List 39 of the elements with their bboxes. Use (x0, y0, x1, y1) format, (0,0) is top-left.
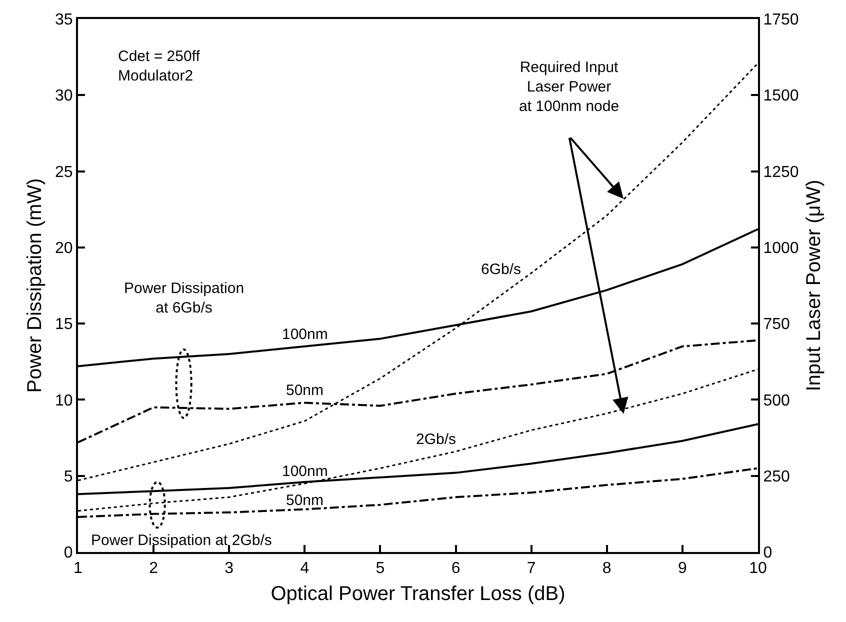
y-tick-label: 10 (55, 392, 73, 410)
annotation: Power Dissipation at 6Gb/s (124, 280, 244, 316)
series-label: 6Gb/s (481, 261, 522, 278)
y-tick-label: 15 (55, 316, 73, 334)
y-axis-title: Power Dissipation (mW) (24, 178, 46, 393)
y-tick-label: 35 (55, 12, 73, 29)
y2-tick-label: 0 (763, 544, 772, 562)
x-tick-label: 1 (74, 560, 83, 578)
series-label: 100nm (282, 463, 328, 480)
x-tick-label: 2 (149, 560, 158, 578)
x-axis-title: Optical Power Transfer Loss (dB) (270, 583, 566, 606)
y-tick-label: 25 (55, 164, 73, 181)
y-tick-label: 20 (55, 240, 73, 258)
y-tick-label: 5 (64, 468, 73, 486)
annotation: Required Input Laser Power at 100nm node (519, 59, 620, 115)
x-tick-label: 9 (678, 560, 687, 578)
x-tick-label: 3 (224, 560, 234, 578)
y-tick-label: 0 (64, 544, 73, 562)
annotation: Cdet = 250ff Modulator2 (118, 48, 201, 84)
y2-tick-label: 1250 (763, 164, 799, 181)
x-tick-label: 10 (749, 560, 767, 578)
x-tick-label: 7 (526, 560, 536, 578)
series-label: 50nm (286, 382, 324, 399)
y2-tick-label: 1500 (763, 88, 799, 105)
y2-tick-label: 1750 (763, 12, 799, 29)
y2-tick-label: 750 (763, 316, 790, 334)
series-label: 50nm (286, 492, 324, 509)
y2-tick-label: 250 (763, 468, 790, 486)
x-tick-label: 5 (376, 560, 385, 578)
annotation: Power Dissipation at 2Gb/s (91, 532, 272, 549)
series-label: 2Gb/s (416, 431, 456, 448)
y2-tick-label: 1000 (763, 240, 799, 258)
y2-tick-label: 500 (763, 392, 790, 410)
series-label: 100nm (282, 326, 328, 343)
x-tick-label: 6 (451, 560, 460, 578)
x-tick-label: 8 (602, 560, 612, 578)
y-tick-label: 30 (55, 88, 73, 105)
y2-axis-title: Input Laser Power (μW) (802, 180, 825, 392)
x-tick-label: 4 (300, 560, 310, 578)
